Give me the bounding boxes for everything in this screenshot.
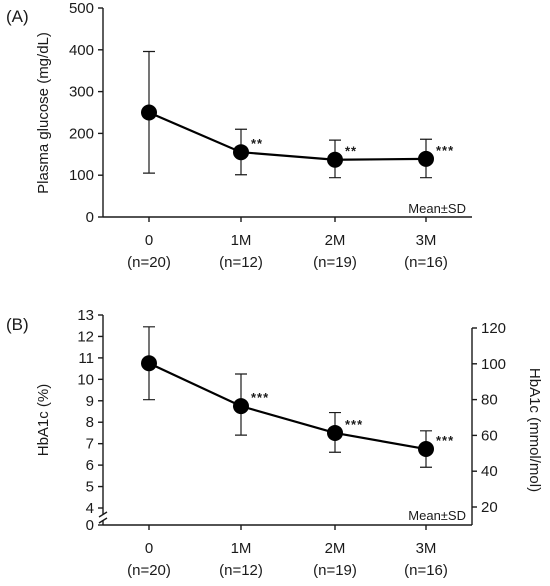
- panel-b-data-point: [418, 441, 434, 458]
- panel-a-significance-label: **: [251, 136, 263, 151]
- panel-a-xtick-sublabel: (n=16): [404, 254, 448, 271]
- panel-b-plot: 045678910111213204060801001200(n=20)1M(n…: [77, 307, 506, 579]
- panel-a-data-point: [327, 151, 343, 168]
- panel-b-ylabel-right: HbA1c (mmol/mol): [526, 368, 543, 492]
- panel-a-significance-label: ***: [436, 143, 454, 158]
- panel-a-ytick-label: 0: [86, 209, 94, 226]
- panel-b-ytick-right-label: 80: [481, 392, 498, 409]
- panel-a-ytick-label: 200: [69, 125, 94, 142]
- panel-b-significance-label: ***: [436, 433, 454, 448]
- panel-b-ytick-label: 11: [78, 350, 94, 367]
- panel-b-data-point: [233, 398, 249, 415]
- panel-b-significance-label: ***: [251, 390, 269, 405]
- panel-a-xtick-label: 0: [145, 232, 153, 249]
- panel-b-ytick-label: 10: [77, 371, 94, 388]
- panel-b-xtick-label: 0: [145, 540, 153, 557]
- panel-b-ytick-label: 12: [77, 328, 94, 345]
- panel-b-ytick-label: 0: [86, 517, 94, 534]
- panel-b-ytick-right-label: 60: [481, 427, 498, 444]
- panel-a-series-line: [148, 111, 427, 161]
- panel-b-annotation: Mean±SD: [408, 508, 466, 523]
- panel-a-data-point: [418, 150, 434, 167]
- panel-b-ytick-label: 5: [86, 479, 94, 496]
- panel-b-ytick-right-label: 40: [481, 463, 498, 480]
- panel-a-data-point: [141, 104, 157, 121]
- panel-a-data-point: [233, 144, 249, 161]
- panel-b-ytick-label: 6: [86, 457, 94, 474]
- panel-b-ytick-right-label: 120: [481, 320, 506, 337]
- panel-b-series-line: [148, 362, 427, 451]
- panel-b-data-point: [141, 355, 157, 372]
- panel-a-xtick-sublabel: (n=19): [313, 254, 357, 271]
- panel-b-ytick-label: 4: [86, 500, 94, 517]
- panel-b-ytick-label: 9: [86, 393, 94, 410]
- panel-b-xtick-sublabel: (n=20): [127, 562, 171, 579]
- panel-b-ytick-label: 7: [86, 436, 94, 453]
- panel-a-xtick-label: 1M: [231, 232, 252, 249]
- panel-b-ylabel: HbA1c (%): [35, 384, 52, 457]
- panel-b-xtick-label: 2M: [325, 540, 346, 557]
- panel-b-xtick-sublabel: (n=12): [219, 562, 263, 579]
- panel-b-ytick-right-label: 20: [481, 499, 498, 516]
- panel-b-data-point: [327, 424, 343, 441]
- panel-a-ytick-label: 100: [69, 167, 94, 184]
- panel-b-label: (B): [6, 315, 29, 334]
- panel-b-xtick-sublabel: (n=16): [404, 562, 448, 579]
- panel-a-ytick-label: 300: [69, 84, 94, 101]
- panel-a-annotation: Mean±SD: [408, 201, 466, 216]
- panel-a-xtick-label: 2M: [325, 232, 346, 249]
- panel-b-xtick-label: 3M: [416, 540, 437, 557]
- panel-a-xtick-label: 3M: [416, 232, 437, 249]
- panel-b-ytick-label: 8: [86, 414, 94, 431]
- panel-b-ytick-right-label: 100: [481, 356, 506, 373]
- panel-a-label: (A): [6, 7, 29, 26]
- panel-b-significance-label: ***: [345, 417, 363, 432]
- panel-b-xtick-sublabel: (n=19): [313, 562, 357, 579]
- panel-a-ytick-label: 500: [69, 0, 94, 17]
- panel-a-ytick-label: 400: [69, 42, 94, 59]
- panel-a-significance-label: **: [345, 144, 357, 159]
- panel-b-ytick-label: 13: [77, 307, 94, 324]
- panel-b-xtick-label: 1M: [231, 540, 252, 557]
- panel-a-plot: 0 100 200 300 400 500 0 (n=20) 1M (n=12) 2M (n=19) 3…: [69, 0, 472, 271]
- panel-b-axis-break: [98, 511, 108, 524]
- panel-a-xtick-sublabel: (n=20): [127, 254, 171, 271]
- panel-a-xtick-sublabel: (n=12): [219, 254, 263, 271]
- panel-a-ylabel: Plasma glucose (mg/dL): [35, 32, 52, 194]
